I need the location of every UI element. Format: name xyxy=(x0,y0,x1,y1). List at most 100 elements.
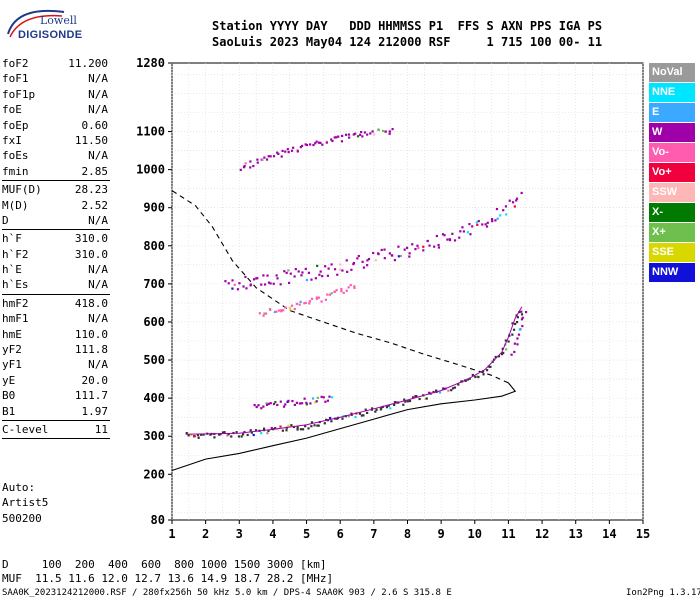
echo-dot xyxy=(341,269,344,272)
param-name: foE xyxy=(2,103,22,117)
echo-dot xyxy=(295,401,299,404)
param-name: hmE xyxy=(2,327,22,341)
echo-dot xyxy=(482,373,485,376)
echo-dot xyxy=(260,407,263,410)
legend-entry-noval: NoVal xyxy=(649,63,695,82)
echo-dot xyxy=(290,149,294,152)
echo-dot xyxy=(491,220,494,223)
note-line: Artist5 xyxy=(2,496,49,510)
echo-dot xyxy=(360,414,363,417)
echo-dot xyxy=(305,278,309,282)
echo-dot xyxy=(520,310,523,313)
echo-dot xyxy=(269,282,272,285)
echo-dot xyxy=(320,300,323,303)
echo-dot xyxy=(514,322,517,326)
y-tick-label: 600 xyxy=(143,315,165,329)
legend-entry-x-: X+ xyxy=(649,223,695,242)
echo-dot xyxy=(256,158,259,161)
echo-dot xyxy=(512,328,516,331)
param-value: 28.23 xyxy=(74,183,108,197)
echo-dot xyxy=(282,405,286,408)
echo-dot xyxy=(277,152,280,156)
echo-dot xyxy=(314,277,317,280)
param-value: N/A xyxy=(88,263,108,277)
legend-entry-ssw: SSW xyxy=(649,183,695,202)
param-separator xyxy=(2,180,110,182)
echo-dot xyxy=(263,283,267,286)
echo-dot xyxy=(250,431,253,434)
echo-dot xyxy=(511,201,515,204)
echo-dot xyxy=(287,399,290,403)
echo-dot xyxy=(328,293,332,296)
echo-dot xyxy=(513,342,516,345)
echo-dot xyxy=(245,287,248,290)
echo-dot xyxy=(324,265,327,268)
echo-dot xyxy=(269,402,272,405)
param-name: foF1p xyxy=(2,87,36,101)
echo-dot xyxy=(458,236,461,239)
polarization-legend: NoVal NNE E W Vo- Vo+ SSW X- X+ SSE NNW xyxy=(649,63,695,283)
echo-dot xyxy=(253,404,256,407)
echo-dot xyxy=(237,435,241,438)
echo-dot xyxy=(520,313,524,316)
echo-dot xyxy=(485,225,489,228)
echo-dot xyxy=(285,429,288,432)
y-tick-label: 800 xyxy=(143,239,165,253)
echo-dot xyxy=(391,254,394,257)
echo-dot xyxy=(272,402,276,406)
x-tick-label: 10 xyxy=(468,527,482,541)
param-row: foF2 11.200 xyxy=(2,56,110,71)
echo-dot xyxy=(256,277,259,280)
x-tick-label: 13 xyxy=(568,527,582,541)
param-separator xyxy=(2,438,110,440)
echo-dot xyxy=(287,424,290,427)
echo-dot xyxy=(252,278,256,281)
echo-dot xyxy=(341,417,344,420)
echo-dot xyxy=(481,223,484,226)
param-value: 2.85 xyxy=(81,164,109,178)
echo-dot xyxy=(252,164,255,168)
echo-dot xyxy=(279,283,282,286)
echo-dot xyxy=(276,151,279,154)
ionospheric-parameters: foF2 11.200 foF1 N/A foF1p N/A foE N/A foEp 0.60 f… xyxy=(2,56,110,440)
echo-dot xyxy=(437,246,441,249)
echo-dot xyxy=(300,274,303,277)
echo-dot xyxy=(516,343,519,346)
echo-dot xyxy=(361,135,364,138)
echo-dot xyxy=(518,328,521,331)
echo-dot xyxy=(481,370,485,373)
y-tick-label: 300 xyxy=(143,429,165,443)
echo-dot xyxy=(258,312,261,315)
echo-dot xyxy=(276,277,279,280)
param-name: h`F2 xyxy=(2,247,29,261)
echo-dot xyxy=(319,141,322,144)
echo-dot xyxy=(373,133,376,136)
echo-dot xyxy=(336,273,339,276)
echo-dot xyxy=(236,288,240,291)
legend-entry-w: W xyxy=(649,123,695,142)
echo-dot xyxy=(515,197,519,200)
echo-dot xyxy=(510,353,513,356)
echo-dot xyxy=(388,130,391,133)
echo-dot xyxy=(335,289,338,292)
y-tick-label: 400 xyxy=(143,391,165,405)
echo-dot xyxy=(385,406,389,409)
echo-dot xyxy=(287,269,290,272)
echo-dot xyxy=(354,132,357,135)
echo-dot xyxy=(501,347,504,350)
distance-line: D 100 200 400 600 800 1000 1500 3000 [km… xyxy=(2,558,327,571)
echo-dot xyxy=(318,273,321,276)
param-name: MUF(D) xyxy=(2,183,42,197)
echo-dot xyxy=(235,431,238,434)
echo-dot xyxy=(426,239,429,243)
echo-dot xyxy=(520,191,523,195)
echo-dot xyxy=(367,257,371,261)
echo-dot xyxy=(450,389,453,392)
x-tick-label: 6 xyxy=(337,527,344,541)
param-row: B1 1.97 xyxy=(2,404,110,419)
echo-dot xyxy=(261,158,264,162)
echo-dot xyxy=(287,150,290,154)
echo-dot xyxy=(321,275,324,278)
echo-dot xyxy=(293,275,296,278)
echo-dot xyxy=(285,271,288,274)
